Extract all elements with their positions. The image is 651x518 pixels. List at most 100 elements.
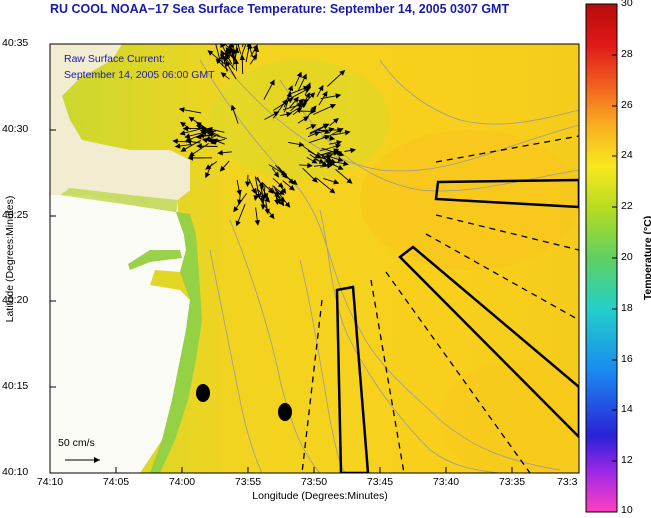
scale-label: 50 cm/s bbox=[58, 437, 95, 449]
current-vector-head bbox=[287, 97, 294, 103]
current-vector-head bbox=[251, 187, 257, 195]
tick-marks bbox=[50, 43, 513, 474]
current-vector-head bbox=[278, 189, 285, 196]
current-vector-head bbox=[195, 121, 202, 128]
colorbar-tick-label: 14 bbox=[621, 403, 633, 415]
current-vector-head bbox=[326, 163, 333, 169]
coastal-band bbox=[150, 212, 202, 473]
current-vector-head bbox=[310, 105, 317, 112]
bathymetry-contours bbox=[199, 59, 579, 473]
colorbar-tick-label: 18 bbox=[621, 302, 633, 314]
current-vector bbox=[240, 44, 247, 59]
current-vector-head bbox=[329, 104, 337, 109]
current-vector-head bbox=[251, 53, 258, 60]
current-vector-head bbox=[230, 104, 237, 111]
current-vector-head bbox=[321, 161, 328, 167]
legend-current-label: Raw Surface Current: bbox=[64, 53, 165, 65]
current-vector-head bbox=[229, 46, 235, 53]
x-tick-label: 73:50 bbox=[300, 476, 328, 488]
legend-current-time: September 14, 2005 06:00 GMT bbox=[64, 69, 215, 81]
current-vector-head bbox=[219, 165, 226, 172]
warm-patch bbox=[440, 360, 579, 473]
current-vector-head bbox=[200, 127, 207, 133]
colorbar-tick-label: 20 bbox=[621, 251, 633, 263]
current-vector-head bbox=[253, 195, 259, 202]
current-vector-head bbox=[195, 133, 202, 140]
current-vector-head bbox=[287, 85, 294, 92]
transect-box bbox=[434, 178, 579, 209]
current-vector-head bbox=[336, 139, 343, 146]
current-vector-head bbox=[215, 58, 222, 65]
current-vector-head bbox=[344, 129, 351, 136]
current-vector-head bbox=[273, 111, 280, 117]
current-vector-head bbox=[213, 44, 215, 45]
current-vector-head bbox=[256, 193, 262, 200]
current-vector-head bbox=[210, 139, 217, 145]
current-vector-head bbox=[207, 50, 214, 56]
current-vector-head bbox=[220, 49, 226, 56]
current-vector-head bbox=[243, 29, 247, 33]
current-vector-head bbox=[236, 189, 242, 196]
current-vector-head bbox=[235, 38, 239, 42]
current-vector-head bbox=[333, 150, 340, 156]
x-tick-label: 74:10 bbox=[36, 476, 64, 488]
current-vector-head bbox=[295, 107, 302, 114]
current-vector-head bbox=[303, 116, 310, 122]
colorbar-tick-label: 10 bbox=[621, 504, 633, 516]
map-plot-area bbox=[50, 29, 579, 473]
current-vector-head bbox=[335, 93, 342, 99]
current-vector-head bbox=[339, 70, 346, 76]
current-vector-head bbox=[293, 96, 299, 103]
current-vector-head bbox=[180, 146, 187, 152]
current-vector-head bbox=[298, 141, 305, 148]
current-vector-head bbox=[205, 135, 212, 141]
y-tick-label: 40:30 bbox=[2, 123, 29, 135]
current-vector-head bbox=[329, 187, 336, 194]
current-vector-head bbox=[328, 127, 335, 133]
y-tick-label: 40:25 bbox=[2, 209, 29, 221]
current-vector bbox=[234, 44, 238, 61]
colorbar-label: Temperature (°C) bbox=[642, 215, 651, 301]
current-vector-head bbox=[310, 124, 317, 130]
current-vector-head bbox=[350, 147, 357, 154]
current-vector-head bbox=[286, 111, 292, 118]
current-vector-head bbox=[264, 208, 270, 215]
current-vector-head bbox=[187, 155, 193, 161]
current-vector-head bbox=[333, 179, 340, 185]
y-tick-label: 40:20 bbox=[2, 294, 29, 306]
current-vector-head bbox=[280, 187, 287, 194]
current-vector-head bbox=[337, 164, 344, 170]
current-vector-head bbox=[262, 192, 268, 199]
current-vector-head bbox=[269, 213, 275, 220]
current-vector-head bbox=[322, 91, 328, 98]
colorbar-tick-label: 16 bbox=[621, 353, 633, 365]
current-vector-head bbox=[307, 162, 313, 169]
current-vector-head bbox=[330, 158, 337, 164]
current-vector-head bbox=[269, 79, 275, 86]
current-vector-head bbox=[288, 185, 295, 191]
current-vector-head bbox=[247, 44, 253, 50]
current-vector-head bbox=[244, 181, 251, 187]
current-vector-head bbox=[311, 158, 318, 164]
colorbar-tick-label: 24 bbox=[621, 149, 633, 161]
current-vector-head bbox=[274, 199, 280, 205]
mooring-marker bbox=[196, 384, 210, 402]
inlet bbox=[128, 250, 182, 270]
x-tick-label: 74:05 bbox=[102, 476, 130, 488]
current-vector-head bbox=[217, 150, 223, 156]
current-vector-head bbox=[179, 121, 186, 128]
current-vector-head bbox=[338, 151, 345, 157]
current-vector-head bbox=[245, 30, 249, 34]
y-tick-label: 40:15 bbox=[2, 380, 29, 392]
colorbar-tick-label: 28 bbox=[621, 48, 633, 60]
current-vector-head bbox=[178, 107, 185, 113]
current-vector-head bbox=[278, 200, 285, 207]
current-vector-head bbox=[279, 196, 286, 202]
current-vector-head bbox=[234, 34, 238, 38]
colorbar-ticks bbox=[612, 3, 617, 513]
current-vector-head bbox=[184, 133, 191, 139]
current-vector-head bbox=[233, 206, 239, 213]
x-axis-label: Longitude (Degrees:Minutes) bbox=[252, 490, 388, 502]
current-vector-head bbox=[337, 128, 344, 134]
current-vector-head bbox=[230, 37, 234, 41]
